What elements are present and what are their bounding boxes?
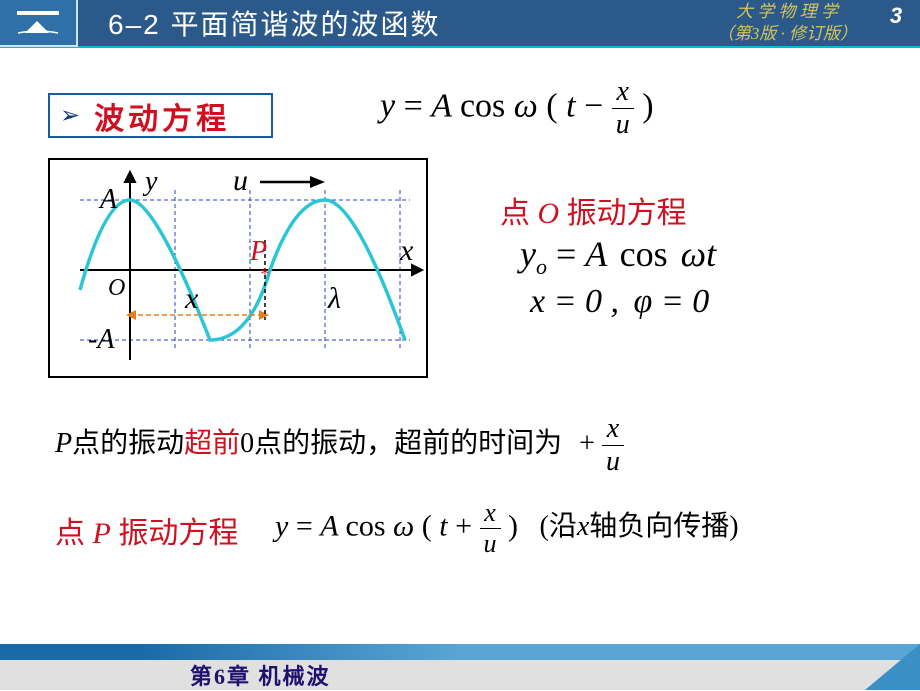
- section-label-box: ➢ 波动方程: [48, 93, 273, 138]
- frac-u: u: [612, 109, 634, 141]
- x-axis-label: x: [399, 234, 414, 267]
- book-info: 大 学 物 理 学 （第3版 · 修订版）: [702, 1, 872, 45]
- book-line2: （第3版 · 修订版）: [702, 23, 872, 45]
- eq-rp: ): [642, 87, 653, 124]
- eq-minus: −: [584, 87, 612, 124]
- section-title: 6–2 平面简谐波的波函数: [78, 3, 702, 43]
- flask-icon: [13, 7, 63, 37]
- A-label: A: [98, 184, 118, 215]
- frac-x: x: [612, 76, 634, 109]
- eq-initial: x = 0 , φ = 0: [530, 283, 709, 321]
- lambda-label: λ: [327, 282, 341, 315]
- eq-eq: =: [404, 87, 432, 124]
- point-p-heading: 点 P 振动方程: [55, 508, 238, 552]
- wave-diagram: * y x u A -A O P x λ: [48, 158, 428, 378]
- eq-A: A: [431, 87, 451, 124]
- logo-box: [0, 0, 78, 47]
- footer-stripe: [0, 644, 920, 660]
- bullet-arrow-icon: ➢: [60, 101, 80, 130]
- page-number: 3: [872, 0, 920, 47]
- eq-p: y = A cos ω ( t + x u ) (沿x轴负向传播): [275, 498, 739, 559]
- eq-yo: yo = A cos ωt: [520, 233, 716, 280]
- header-bar: 6–2 平面简谐波的波函数 大 学 物 理 学 （第3版 · 修订版） 3: [0, 0, 920, 48]
- lead-text: P点的振动超前0点的振动，超前的时间为 + x u: [55, 413, 624, 478]
- O-label: O: [108, 275, 125, 301]
- point-o-heading: 点 O 振动方程: [500, 188, 687, 232]
- wave-svg: * y x u A -A O P x λ: [50, 160, 430, 380]
- footer: 第6章 机械波: [0, 644, 920, 690]
- footer-chapter: 第6章 机械波: [0, 660, 920, 690]
- section-label-text: 波动方程: [94, 94, 230, 138]
- u-label: u: [233, 164, 248, 197]
- slide-content: ➢ 波动方程 y = A cos ω ( t − x u ): [0, 48, 920, 644]
- y-axis-label: y: [142, 166, 158, 197]
- negA-label: -A: [88, 324, 115, 355]
- eq-y: y: [380, 87, 395, 124]
- eq-frac: x u: [612, 76, 634, 141]
- P-label: P: [249, 236, 267, 267]
- eq-t: t: [566, 87, 575, 124]
- footer-corner: [865, 644, 920, 690]
- wave-equation-main: y = A cos ω ( t − x u ): [380, 76, 654, 141]
- svg-text:*: *: [261, 264, 270, 284]
- eq-lp: (: [546, 87, 557, 124]
- u-arrow: [260, 176, 325, 188]
- book-line1: 大 学 物 理 学: [702, 1, 872, 23]
- eq-omega: ω: [514, 87, 538, 124]
- x-span-label: x: [184, 282, 199, 315]
- eq-cos: cos: [460, 87, 505, 124]
